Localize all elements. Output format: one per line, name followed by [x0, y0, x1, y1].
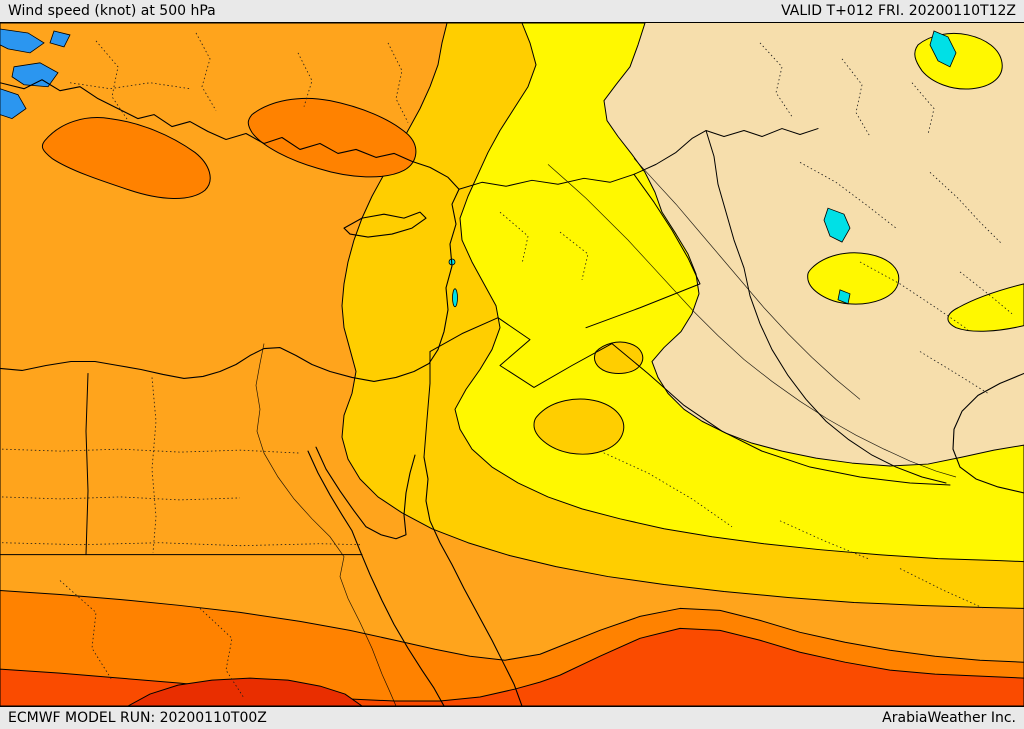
wind-speed-map [0, 23, 1024, 706]
admin-boundary [799, 162, 897, 229]
water-bodies [0, 28, 957, 308]
admin-boundary [759, 42, 793, 117]
admin-boundary [1, 542, 361, 547]
map-area [0, 22, 1024, 707]
admin-boundary [841, 58, 871, 137]
wind-band-3-island-1 [533, 398, 625, 455]
lake-urmia [823, 207, 851, 243]
admin-boundary [95, 40, 129, 121]
wind-band-2-island-right [807, 252, 900, 305]
admin-boundary [59, 580, 113, 681]
header-bar: Wind speed (knot) at 500 hPa VALID T+012… [0, 0, 1024, 22]
admin-boundary [929, 172, 1003, 245]
tigris-river [633, 158, 861, 400]
wind-band-5-blob-1 [41, 117, 211, 199]
admin-boundary [911, 82, 935, 135]
admin-boundary [297, 52, 313, 107]
iran-iraq-border [705, 130, 947, 484]
wind-band-5-blob-2 [247, 97, 417, 178]
aegean-sea-patch-2 [11, 62, 59, 88]
mediterranean-coastline [0, 79, 460, 382]
admin-boundary [599, 450, 733, 528]
admin-boundary [199, 608, 245, 699]
euphrates-river [547, 164, 957, 478]
admin-boundaries [1, 32, 1013, 699]
admin-boundary [919, 351, 989, 394]
coastlines [0, 79, 1024, 706]
wind-bands [0, 23, 1024, 706]
caspian-sea-edge [929, 30, 957, 68]
map-title: Wind speed (knot) at 500 hPa [8, 3, 216, 19]
admin-boundary [1, 496, 241, 501]
turkey-syria-iraq-border [458, 128, 819, 190]
provider-label: ArabiaWeather Inc. [882, 710, 1016, 726]
admin-boundary [1, 448, 301, 454]
wind-band-3-island-2 [593, 341, 644, 374]
syria-iraq-border [585, 173, 701, 329]
sinai-peninsula-coast [315, 446, 416, 540]
valid-time-label: VALID T+012 FRI. 20200110T12Z [781, 3, 1016, 19]
egypt-libya-border [85, 372, 89, 556]
admin-boundary [559, 231, 589, 280]
red-sea-west-coast [307, 450, 445, 706]
rivers [255, 158, 957, 706]
aegean-sea-patch-3 [0, 88, 27, 120]
dead-sea [452, 288, 458, 308]
nile-river [255, 343, 397, 706]
aegean-sea-patch-1 [0, 28, 45, 54]
red-sea-east-coast [423, 456, 523, 706]
model-run-label: ECMWF MODEL RUN: 20200110T00Z [8, 710, 267, 726]
admin-boundary [387, 42, 409, 123]
country-borders [0, 128, 951, 556]
footer-bar: ECMWF MODEL RUN: 20200110T00Z ArabiaWeat… [0, 707, 1024, 729]
wind-band-2-tongue-right-edge [947, 283, 1024, 332]
admin-boundary [899, 568, 985, 609]
admin-boundary [151, 377, 157, 553]
persian-gulf-coast [952, 372, 1024, 494]
lake-small [837, 289, 851, 305]
wind-band-7-core [127, 677, 363, 706]
cyprus-island [343, 211, 427, 238]
jordan-saudi-iraq-border [423, 317, 951, 486]
aegean-sea-patch-4 [49, 30, 71, 48]
